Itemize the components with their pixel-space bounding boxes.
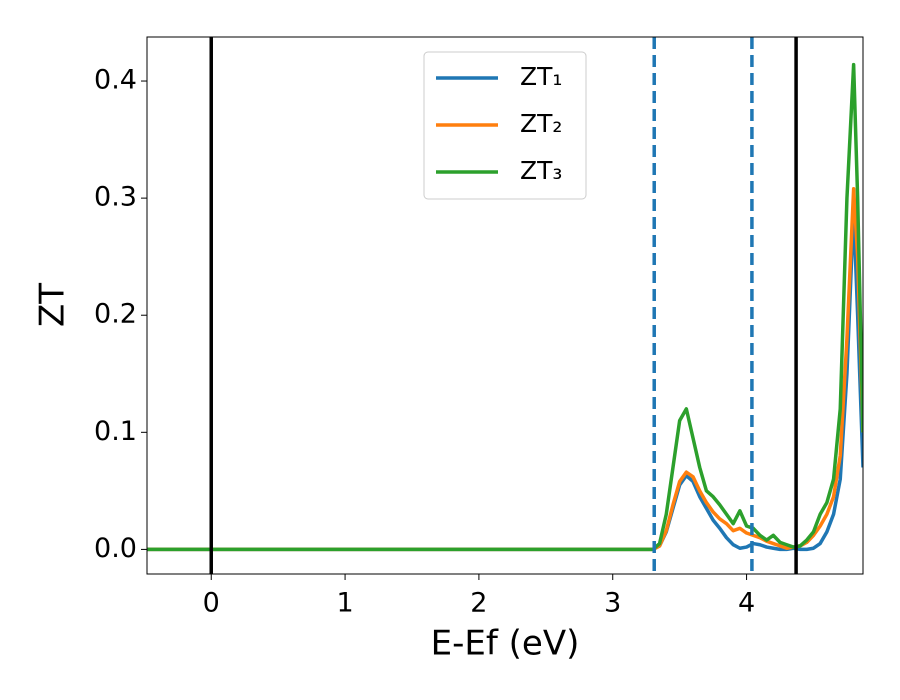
x-tick-label: 3 (604, 588, 621, 619)
y-axis-label: ZT (33, 283, 73, 327)
series-line (147, 187, 863, 552)
legend-label: ZT₂ (520, 109, 562, 138)
plot-frame (146, 36, 864, 575)
x-tick-label: 0 (203, 588, 220, 619)
legend-label: ZT₁ (520, 62, 562, 91)
series-line (147, 208, 863, 552)
x-axis-label: E-Ef (eV) (431, 624, 580, 664)
y-tick-label: 0.3 (94, 182, 137, 213)
legend-box (423, 51, 587, 200)
y-tick-label: 0.2 (94, 299, 137, 330)
legend-label: ZT₃ (520, 156, 562, 185)
y-tick-label: 0.1 (94, 416, 137, 447)
x-tick-label: 4 (738, 588, 755, 619)
y-tick-label: 0.4 (94, 65, 137, 96)
y-tick-label: 0.0 (94, 533, 137, 564)
x-tick-label: 2 (470, 588, 487, 619)
plot-area (147, 62, 863, 552)
series-line (147, 62, 863, 552)
x-tick-label: 1 (336, 588, 353, 619)
